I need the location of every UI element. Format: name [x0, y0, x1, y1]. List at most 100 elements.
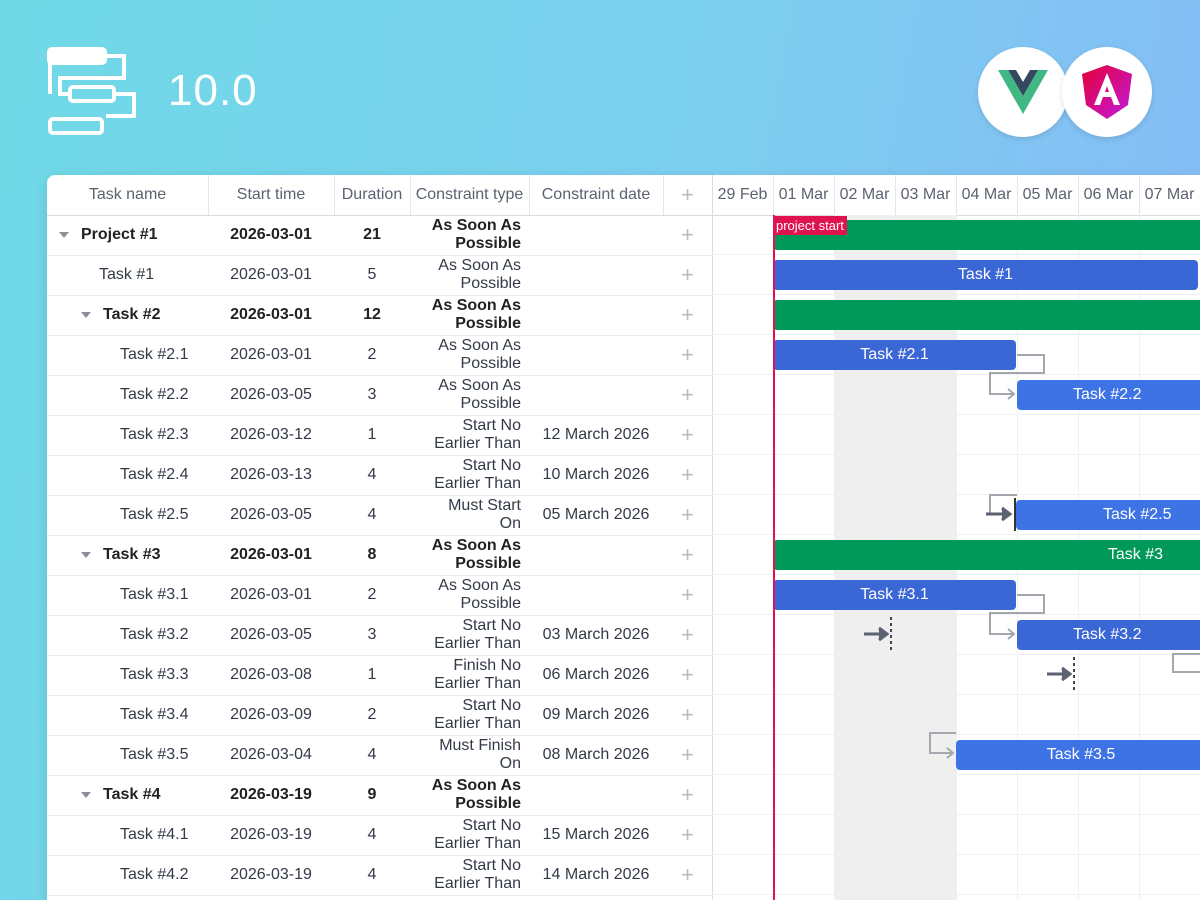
- task-name-cell[interactable]: Task #3.5: [120, 735, 208, 775]
- add-subtask-button[interactable]: +: [681, 262, 694, 287]
- table-row[interactable]: Task #2 2026-03-01 12 As Soon As Possibl…: [47, 295, 712, 336]
- constraint-type-cell[interactable]: Start No Earlier Than: [434, 697, 521, 732]
- constraint-type-cell[interactable]: Start No Earlier Than: [434, 617, 521, 652]
- constraint-date-cell[interactable]: [529, 575, 663, 615]
- constraint-type-cell[interactable]: As Soon As Possible: [431, 777, 521, 812]
- task-name-cell[interactable]: Task #3: [81, 535, 208, 575]
- add-subtask-button[interactable]: +: [681, 382, 694, 407]
- table-row[interactable]: Task #2.4 2026-03-13 4 Start No Earlier …: [47, 455, 712, 496]
- task-name-cell[interactable]: Task #2: [81, 295, 208, 335]
- start-time-cell[interactable]: 2026-03-05: [230, 386, 312, 403]
- start-time-cell[interactable]: 2026-03-13: [230, 466, 312, 483]
- task-name-cell[interactable]: Task #3.3: [120, 655, 208, 695]
- table-row[interactable]: Task #3 2026-03-01 8 As Soon As Possible…: [47, 535, 712, 576]
- duration-cell[interactable]: 4: [367, 866, 377, 883]
- table-row[interactable]: Project #1 2026-03-01 21 As Soon As Poss…: [47, 215, 712, 256]
- add-subtask-button[interactable]: +: [681, 582, 694, 607]
- task-name-cell[interactable]: Task #4.1: [120, 815, 208, 855]
- constraint-type-cell[interactable]: Start No Earlier Than: [434, 817, 521, 852]
- duration-cell[interactable]: 2: [367, 586, 377, 603]
- constraint-type-cell[interactable]: As Soon As Possible: [431, 217, 521, 252]
- constraint-date-cell[interactable]: 14 March 2026: [542, 866, 650, 883]
- duration-cell[interactable]: 21: [363, 226, 381, 243]
- table-row[interactable]: Task #3.1 2026-03-01 2 As Soon As Possib…: [47, 575, 712, 616]
- add-subtask-button[interactable]: +: [681, 662, 694, 687]
- duration-cell[interactable]: 4: [367, 746, 377, 763]
- duration-cell[interactable]: 1: [367, 666, 377, 683]
- duration-cell[interactable]: 12: [363, 306, 381, 323]
- column-header-constraint-date[interactable]: Constraint date: [529, 175, 664, 215]
- table-row[interactable]: Task #4.1 2026-03-19 4 Start No Earlier …: [47, 815, 712, 856]
- start-time-cell[interactable]: 2026-03-01: [230, 546, 312, 563]
- add-task-header-button[interactable]: +: [681, 182, 694, 207]
- task-name-cell[interactable]: Task #4: [81, 775, 208, 815]
- add-subtask-button[interactable]: +: [681, 302, 694, 327]
- column-header-start-time[interactable]: Start time: [208, 175, 335, 215]
- constraint-type-cell[interactable]: Must Start On: [448, 497, 521, 532]
- add-subtask-button[interactable]: +: [681, 542, 694, 567]
- collapse-caret-icon[interactable]: [81, 792, 91, 798]
- duration-cell[interactable]: 2: [367, 706, 377, 723]
- task-bar[interactable]: Task #2.5: [1016, 500, 1200, 530]
- project-bar[interactable]: [773, 300, 1200, 330]
- start-time-cell[interactable]: 2026-03-05: [230, 626, 312, 643]
- add-subtask-button[interactable]: +: [681, 702, 694, 727]
- task-bar[interactable]: Task #3.1: [773, 580, 1016, 610]
- start-time-cell[interactable]: 2026-03-08: [230, 666, 312, 683]
- task-bar[interactable]: Task #1: [773, 260, 1198, 290]
- add-subtask-button[interactable]: +: [681, 782, 694, 807]
- task-name-cell[interactable]: Project #1: [59, 215, 208, 255]
- task-bar[interactable]: Task #2.1: [773, 340, 1016, 370]
- constraint-type-cell[interactable]: Start No Earlier Than: [434, 457, 521, 492]
- task-bar[interactable]: Task #2.2: [1017, 380, 1200, 410]
- start-time-cell[interactable]: 2026-03-09: [230, 706, 312, 723]
- duration-cell[interactable]: 5: [367, 266, 377, 283]
- duration-cell[interactable]: 9: [367, 786, 377, 803]
- constraint-date-cell[interactable]: 06 March 2026: [542, 666, 650, 683]
- start-time-cell[interactable]: 2026-03-01: [230, 346, 312, 363]
- constraint-date-cell[interactable]: [529, 375, 663, 415]
- constraint-date-cell[interactable]: [529, 335, 663, 375]
- constraint-date-cell[interactable]: 09 March 2026: [542, 706, 650, 723]
- constraint-type-cell[interactable]: As Soon As Possible: [438, 577, 521, 612]
- constraint-date-cell[interactable]: 03 March 2026: [542, 626, 650, 643]
- constraint-type-cell[interactable]: Start No Earlier Than: [434, 857, 521, 892]
- duration-cell[interactable]: 1: [367, 426, 377, 443]
- add-subtask-button[interactable]: +: [681, 462, 694, 487]
- duration-cell[interactable]: 4: [367, 466, 377, 483]
- task-bar[interactable]: Task #3.5: [956, 740, 1200, 770]
- task-name-cell[interactable]: Task #2.4: [120, 455, 208, 495]
- column-header-constraint-type[interactable]: Constraint type: [410, 175, 530, 215]
- duration-cell[interactable]: 8: [367, 546, 377, 563]
- project-bar[interactable]: Task #3: [773, 540, 1200, 570]
- constraint-type-cell[interactable]: Finish No Earlier Than: [434, 657, 521, 692]
- constraint-date-cell[interactable]: [529, 295, 663, 335]
- task-bar[interactable]: Task #3.2: [1017, 620, 1200, 650]
- constraint-date-cell[interactable]: [529, 255, 663, 295]
- add-subtask-button[interactable]: +: [681, 622, 694, 647]
- duration-cell[interactable]: 3: [367, 626, 377, 643]
- start-time-cell[interactable]: 2026-03-12: [230, 426, 312, 443]
- start-time-cell[interactable]: 2026-03-01: [230, 586, 312, 603]
- table-row[interactable]: Task #2.3 2026-03-12 1 Start No Earlier …: [47, 415, 712, 456]
- table-row[interactable]: Task #1 2026-03-01 5 As Soon As Possible…: [47, 255, 712, 296]
- task-name-cell[interactable]: Task #3.4: [120, 695, 208, 735]
- start-time-cell[interactable]: 2026-03-19: [230, 866, 312, 883]
- task-name-cell[interactable]: Task #4.2: [120, 855, 208, 895]
- task-name-cell[interactable]: Task #2.3: [120, 415, 208, 455]
- add-subtask-button[interactable]: +: [681, 502, 694, 527]
- start-time-cell[interactable]: 2026-03-04: [230, 746, 312, 763]
- table-row[interactable]: Task #2.1 2026-03-01 2 As Soon As Possib…: [47, 335, 712, 376]
- add-subtask-button[interactable]: +: [681, 342, 694, 367]
- constraint-type-cell[interactable]: Must Finish On: [439, 737, 521, 772]
- collapse-caret-icon[interactable]: [81, 552, 91, 558]
- constraint-type-cell[interactable]: Start No Earlier Than: [434, 417, 521, 452]
- duration-cell[interactable]: 4: [367, 826, 377, 843]
- constraint-type-cell[interactable]: As Soon As Possible: [438, 377, 521, 412]
- table-row[interactable]: Task #2.5 2026-03-05 4 Must Start On 05 …: [47, 495, 712, 536]
- task-name-cell[interactable]: Task #3.2: [120, 615, 208, 655]
- constraint-date-cell[interactable]: [529, 215, 663, 255]
- column-header-task-name[interactable]: Task name: [47, 175, 209, 215]
- constraint-type-cell[interactable]: As Soon As Possible: [438, 337, 521, 372]
- table-row[interactable]: Task #4 2026-03-19 9 As Soon As Possible…: [47, 775, 712, 816]
